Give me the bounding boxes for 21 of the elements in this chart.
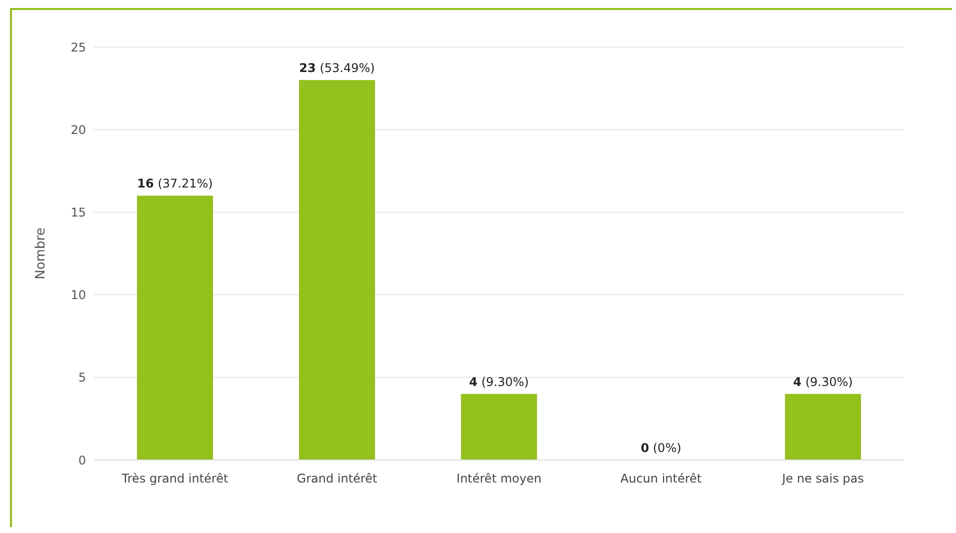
- y-axis-title: Nombre: [34, 228, 49, 280]
- data-label: 4 (9.30%): [469, 374, 529, 389]
- y-tick-label: 10: [70, 288, 86, 302]
- y-tick-label: 15: [70, 205, 86, 220]
- data-label: 4 (9.30%): [793, 374, 853, 389]
- y-tick-label: 5: [78, 370, 86, 385]
- bar: [299, 80, 375, 460]
- x-tick-label: Grand intérêt: [296, 472, 378, 486]
- bar: [461, 394, 537, 460]
- bar: [137, 196, 213, 460]
- bar: [785, 394, 861, 460]
- x-tick-label: Intérêt moyen: [456, 472, 542, 486]
- data-label: 23 (53.49%): [299, 61, 375, 76]
- x-tick-label: Aucun intérêt: [620, 472, 702, 486]
- x-tick-label: Je ne sais pas: [781, 472, 864, 486]
- x-tick-label: Très grand intérêt: [120, 472, 228, 486]
- y-tick-label: 25: [70, 40, 86, 54]
- data-label: 16 (37.21%): [137, 176, 213, 191]
- y-tick-label: 20: [70, 122, 86, 137]
- data-label: 0 (0%): [640, 441, 682, 455]
- y-tick-label: 0: [78, 453, 86, 468]
